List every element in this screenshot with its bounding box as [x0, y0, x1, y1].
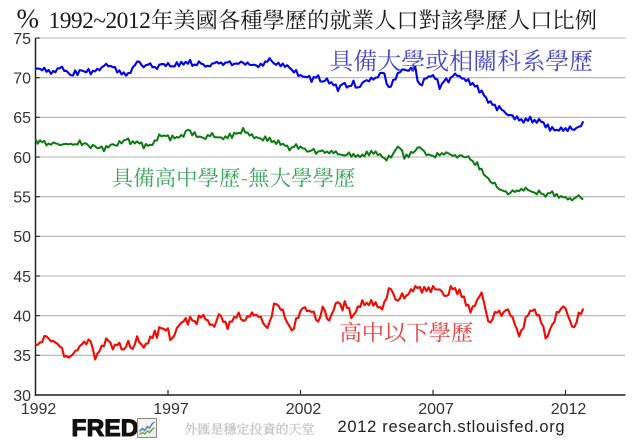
svg-text:2007: 2007: [418, 401, 454, 418]
svg-text:%: %: [17, 4, 40, 34]
svg-text:60: 60: [13, 150, 31, 167]
svg-text:1992~2012: 1992~2012: [49, 8, 151, 34]
svg-text:55: 55: [13, 190, 31, 207]
svg-text:35: 35: [13, 348, 31, 365]
svg-text:45: 45: [13, 269, 31, 286]
svg-text:2002: 2002: [286, 401, 322, 418]
svg-text:70: 70: [13, 71, 31, 88]
svg-text:65: 65: [13, 110, 31, 127]
svg-text:2012 research.stlouisfed.org: 2012 research.stlouisfed.org: [338, 418, 566, 436]
svg-text:75: 75: [13, 31, 31, 48]
svg-text:1997: 1997: [153, 401, 189, 418]
svg-text:2012: 2012: [551, 401, 587, 418]
svg-text:FRED: FRED: [72, 415, 139, 440]
svg-text:50: 50: [13, 229, 31, 246]
svg-text:30: 30: [13, 388, 31, 405]
svg-text:40: 40: [13, 309, 31, 326]
svg-text:1992: 1992: [21, 401, 57, 418]
